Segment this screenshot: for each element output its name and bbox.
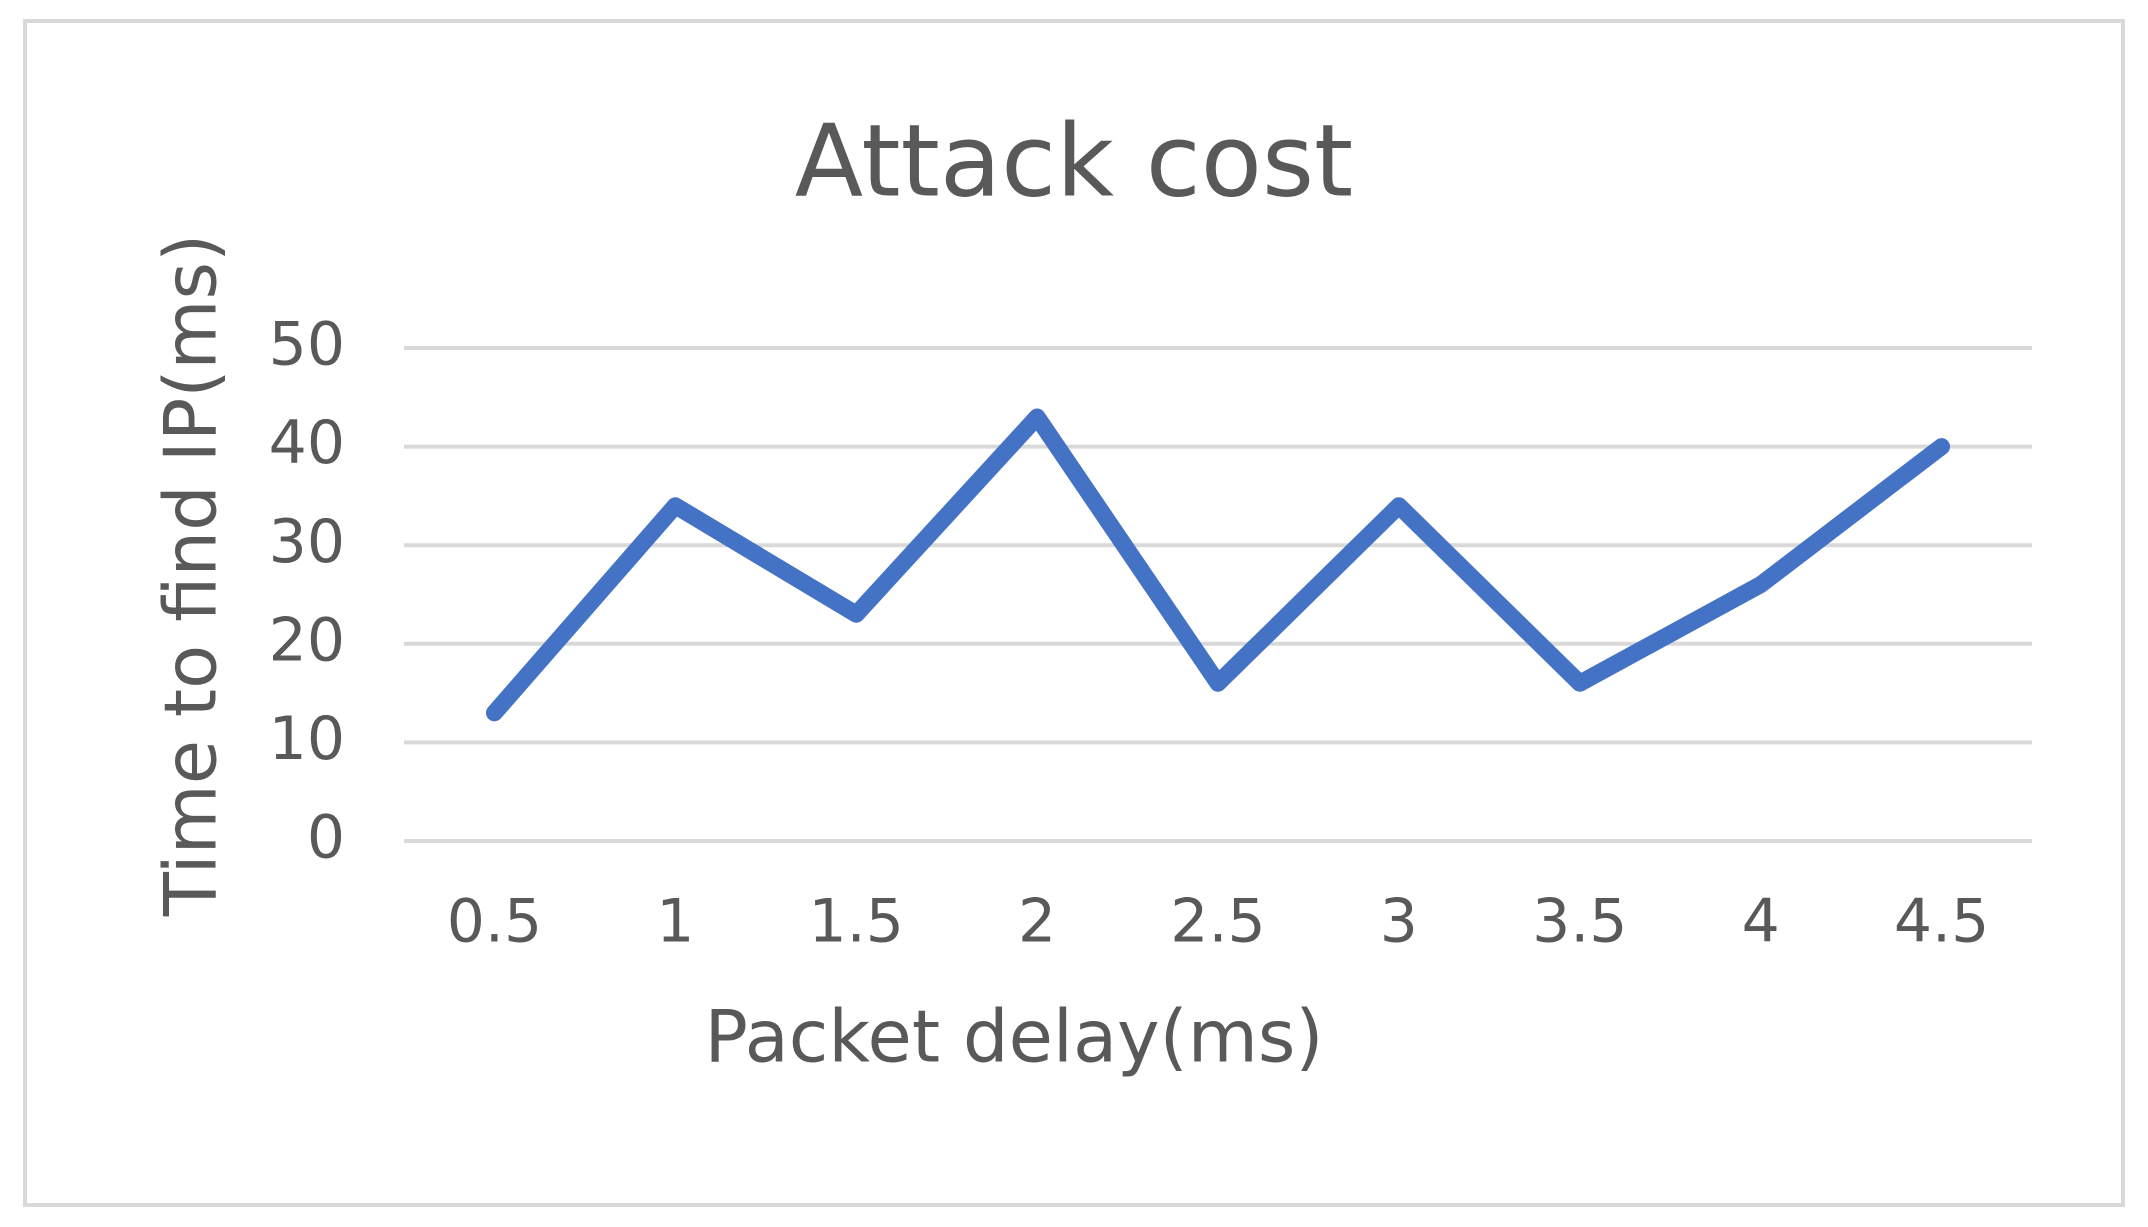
y-tick-label: 50 [269, 310, 345, 380]
y-tick-label: 40 [269, 408, 345, 478]
x-tick-label: 2.5 [1170, 887, 1265, 957]
y-tick-label: 10 [269, 704, 345, 774]
x-tick-label: 3.5 [1532, 887, 1627, 957]
x-tick-label: 1 [656, 887, 694, 957]
y-tick-label: 30 [269, 507, 345, 577]
data-line [485, 408, 1951, 722]
x-tick-label: 3 [1380, 887, 1418, 957]
x-tick-label: 0.5 [447, 887, 542, 957]
chart-border [23, 19, 2125, 1207]
y-tick-label: 0 [307, 803, 345, 873]
y-tick-label: 20 [269, 605, 345, 675]
x-tick-label: 2 [1018, 887, 1056, 957]
x-tick-label: 4.5 [1894, 887, 1989, 957]
x-tick-label: 1.5 [809, 887, 904, 957]
x-tick-label: 4 [1742, 887, 1780, 957]
chart-title: Attack cost [795, 102, 1354, 219]
y-axis-title: Time to find IP(ms) [149, 234, 233, 917]
x-axis-title: Packet delay(ms) [705, 995, 1324, 1079]
